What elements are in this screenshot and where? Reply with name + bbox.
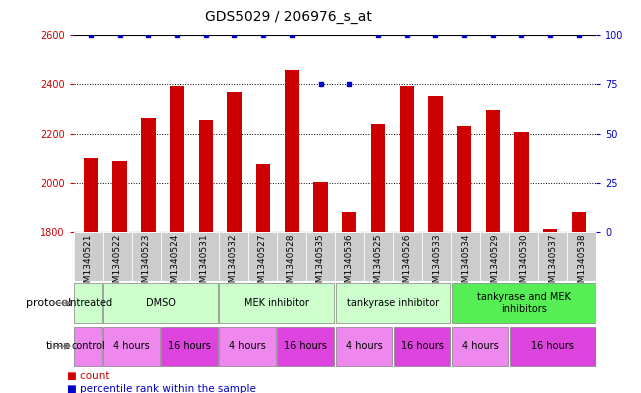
- Bar: [112, 161, 127, 232]
- Text: 16 hours: 16 hours: [401, 341, 444, 351]
- Text: 4 hours: 4 hours: [462, 341, 499, 351]
- Text: time: time: [46, 341, 71, 351]
- FancyBboxPatch shape: [452, 327, 508, 366]
- FancyBboxPatch shape: [510, 327, 595, 366]
- FancyBboxPatch shape: [219, 327, 276, 366]
- FancyBboxPatch shape: [162, 327, 218, 366]
- Bar: [428, 95, 442, 232]
- Text: GSM1340527: GSM1340527: [258, 233, 267, 294]
- FancyBboxPatch shape: [74, 283, 102, 323]
- FancyBboxPatch shape: [103, 327, 160, 366]
- Bar: [256, 164, 271, 232]
- Bar: [84, 158, 98, 232]
- Bar: [342, 212, 356, 232]
- FancyBboxPatch shape: [190, 232, 219, 281]
- Bar: [572, 212, 586, 232]
- FancyBboxPatch shape: [103, 283, 218, 323]
- Text: MEK inhibitor: MEK inhibitor: [244, 298, 310, 308]
- FancyBboxPatch shape: [452, 283, 595, 323]
- Text: GSM1340524: GSM1340524: [171, 233, 179, 294]
- Text: control: control: [71, 341, 105, 351]
- FancyBboxPatch shape: [335, 232, 364, 281]
- Text: GSM1340536: GSM1340536: [345, 233, 354, 294]
- Text: GSM1340522: GSM1340522: [113, 233, 122, 294]
- Text: tankyrase and MEK
inhibitors: tankyrase and MEK inhibitors: [477, 292, 570, 314]
- Text: ■ percentile rank within the sample: ■ percentile rank within the sample: [67, 384, 256, 393]
- Bar: [285, 70, 299, 232]
- Text: GSM1340534: GSM1340534: [461, 233, 470, 294]
- FancyBboxPatch shape: [103, 232, 132, 281]
- Text: untreated: untreated: [64, 298, 112, 308]
- Bar: [486, 110, 500, 232]
- Bar: [170, 86, 184, 232]
- Text: DMSO: DMSO: [146, 298, 176, 308]
- FancyBboxPatch shape: [74, 327, 102, 366]
- Text: GSM1340537: GSM1340537: [548, 233, 557, 294]
- FancyBboxPatch shape: [567, 232, 596, 281]
- FancyBboxPatch shape: [422, 232, 451, 281]
- FancyBboxPatch shape: [364, 232, 393, 281]
- Text: GSM1340531: GSM1340531: [200, 233, 209, 294]
- Text: tankyrase inhibitor: tankyrase inhibitor: [347, 298, 439, 308]
- Bar: [313, 182, 328, 232]
- Text: GSM1340528: GSM1340528: [287, 233, 296, 294]
- FancyBboxPatch shape: [219, 232, 248, 281]
- FancyBboxPatch shape: [394, 327, 451, 366]
- Text: 4 hours: 4 hours: [229, 341, 266, 351]
- Text: GSM1340523: GSM1340523: [142, 233, 151, 294]
- Bar: [543, 230, 558, 232]
- FancyBboxPatch shape: [306, 232, 335, 281]
- FancyBboxPatch shape: [335, 283, 451, 323]
- Text: GSM1340533: GSM1340533: [432, 233, 441, 294]
- Text: ■ count: ■ count: [67, 371, 110, 381]
- Text: GSM1340526: GSM1340526: [403, 233, 412, 294]
- Bar: [457, 126, 471, 232]
- FancyBboxPatch shape: [509, 232, 538, 281]
- Text: 4 hours: 4 hours: [345, 341, 382, 351]
- Text: 4 hours: 4 hours: [113, 341, 150, 351]
- FancyBboxPatch shape: [132, 232, 161, 281]
- FancyBboxPatch shape: [74, 232, 103, 281]
- Text: GSM1340530: GSM1340530: [519, 233, 528, 294]
- Text: GSM1340521: GSM1340521: [84, 233, 93, 294]
- Text: GDS5029 / 206976_s_at: GDS5029 / 206976_s_at: [205, 10, 372, 24]
- FancyBboxPatch shape: [161, 232, 190, 281]
- Bar: [399, 86, 414, 232]
- FancyBboxPatch shape: [277, 232, 306, 281]
- FancyBboxPatch shape: [451, 232, 480, 281]
- Text: GSM1340532: GSM1340532: [229, 233, 238, 294]
- FancyBboxPatch shape: [393, 232, 422, 281]
- Text: GSM1340535: GSM1340535: [316, 233, 325, 294]
- FancyBboxPatch shape: [248, 232, 277, 281]
- Bar: [199, 120, 213, 232]
- FancyBboxPatch shape: [219, 283, 335, 323]
- FancyBboxPatch shape: [335, 327, 392, 366]
- Text: GSM1340538: GSM1340538: [577, 233, 586, 294]
- Bar: [228, 92, 242, 232]
- Text: protocol: protocol: [26, 298, 71, 308]
- Text: GSM1340525: GSM1340525: [374, 233, 383, 294]
- Text: 16 hours: 16 hours: [531, 341, 574, 351]
- FancyBboxPatch shape: [480, 232, 509, 281]
- Bar: [514, 132, 529, 232]
- Text: GSM1340529: GSM1340529: [490, 233, 499, 294]
- Text: 16 hours: 16 hours: [285, 341, 328, 351]
- FancyBboxPatch shape: [278, 327, 335, 366]
- Bar: [141, 118, 156, 232]
- Text: 16 hours: 16 hours: [169, 341, 212, 351]
- FancyBboxPatch shape: [538, 232, 567, 281]
- Bar: [370, 124, 385, 232]
